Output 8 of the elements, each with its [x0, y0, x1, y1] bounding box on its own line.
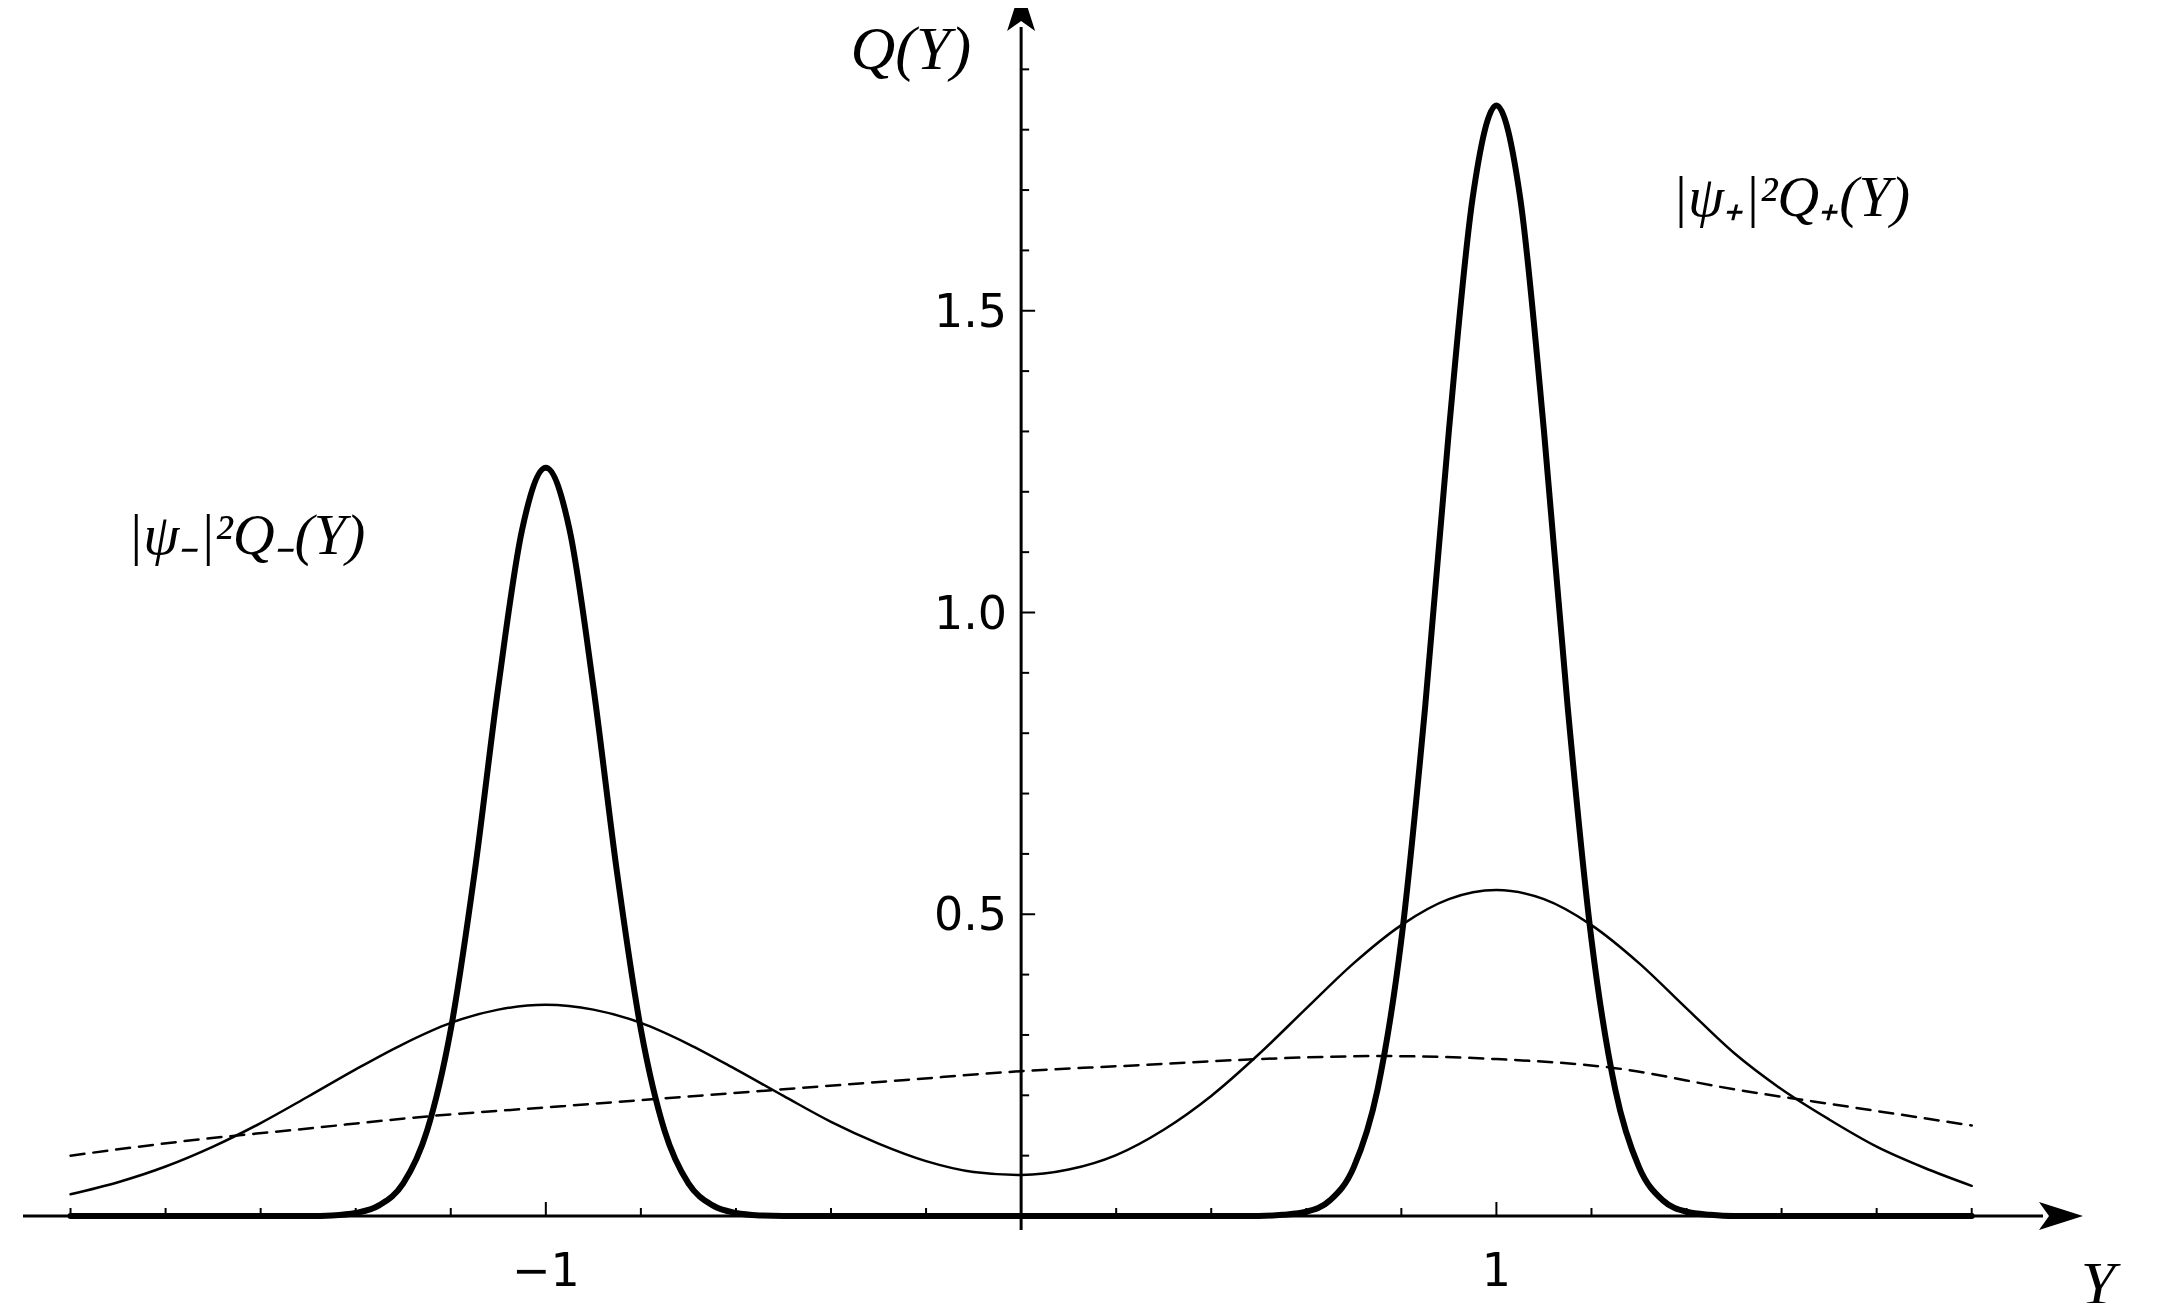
annotation: |ψ₊|²Q₊(Y) [1672, 164, 1911, 230]
y-tick-label: 1.0 [933, 585, 1008, 640]
x-tick-label: 1 [1481, 1243, 1512, 1297]
y-axis-title: Q(Y) [850, 14, 972, 84]
y-tick-label: 1.5 [933, 283, 1008, 338]
annotation: |ψ₋|²Q₋(Y) [127, 502, 366, 568]
x-tick-label: −1 [511, 1243, 580, 1297]
y-tick-label: 0.5 [933, 887, 1008, 942]
